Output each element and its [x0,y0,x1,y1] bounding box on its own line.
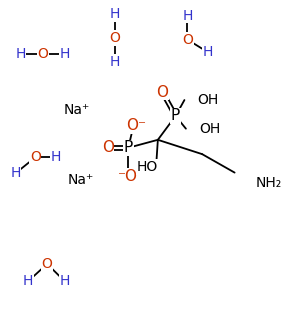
Text: O: O [42,257,52,271]
Text: H: H [182,9,193,23]
Text: H: H [203,45,213,59]
Text: O: O [110,31,120,45]
Text: H: H [60,47,70,61]
Text: O: O [30,150,41,164]
Text: O: O [156,84,168,100]
Text: ⁻O: ⁻O [118,169,138,184]
Text: OH: OH [198,93,219,107]
Text: Na⁺: Na⁺ [68,173,94,187]
Text: O: O [102,140,114,155]
Text: O: O [182,32,193,47]
Text: H: H [10,166,21,180]
Text: H: H [51,150,61,164]
Text: H: H [110,7,120,21]
Text: H: H [23,274,33,289]
Text: OH: OH [199,122,221,136]
Text: NH₂: NH₂ [255,176,282,190]
Text: H: H [15,47,26,61]
Text: H: H [110,55,120,69]
Text: Na⁺: Na⁺ [63,103,90,117]
Text: O⁻: O⁻ [126,118,146,133]
Text: HO: HO [137,160,158,174]
Text: P: P [124,140,133,155]
Text: H: H [60,274,70,289]
Text: O: O [37,47,48,61]
Text: P: P [171,108,180,124]
